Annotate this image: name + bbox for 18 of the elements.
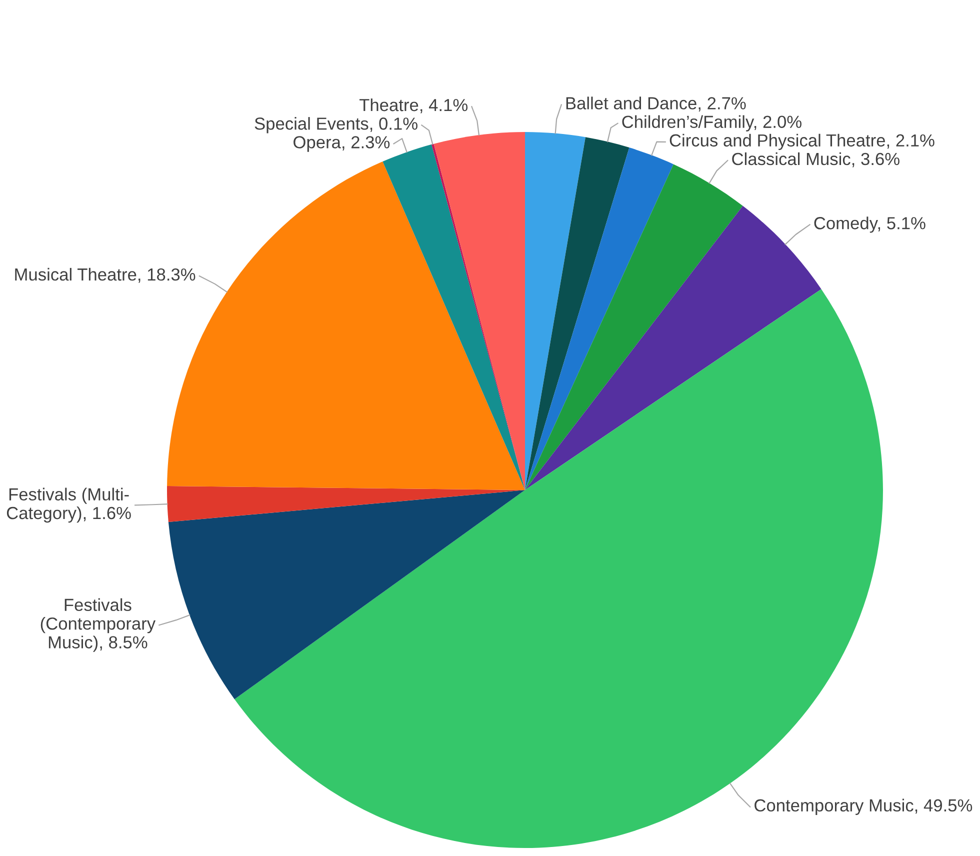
slice-label: Musical Theatre, 18.3%: [15, 268, 196, 283]
slice-label: Comedy, 5.1%: [814, 216, 926, 233]
slice-label: Circus and Physical Theatre, 2.1%: [670, 134, 934, 150]
slice-label: Opera, 2.3%: [294, 136, 390, 152]
slice-label: Special Events, 0.1%: [254, 117, 418, 134]
pie-slice: [525, 137, 630, 490]
slice-label: Classical Music, 3.6%: [732, 152, 900, 168]
pie-slice: [525, 164, 743, 490]
slice-label: Theatre, 4.1%: [359, 98, 468, 114]
pie-slice: [167, 486, 525, 522]
slice-label: Festivals (Multi-Category), 1.6%: [6, 488, 131, 523]
slice-label: Ballet and Dance, 2.7%: [566, 96, 746, 112]
pie-slice: [525, 148, 674, 490]
slice-label: Contemporary Music, 49.5%: [754, 798, 972, 815]
slice-label: Children’s/Family, 2.0%: [622, 115, 802, 132]
pie-slice: [168, 490, 525, 700]
pie-slice: [525, 132, 586, 490]
slice-label: Festivals (Contemporary Music), 8.5%: [40, 598, 156, 652]
